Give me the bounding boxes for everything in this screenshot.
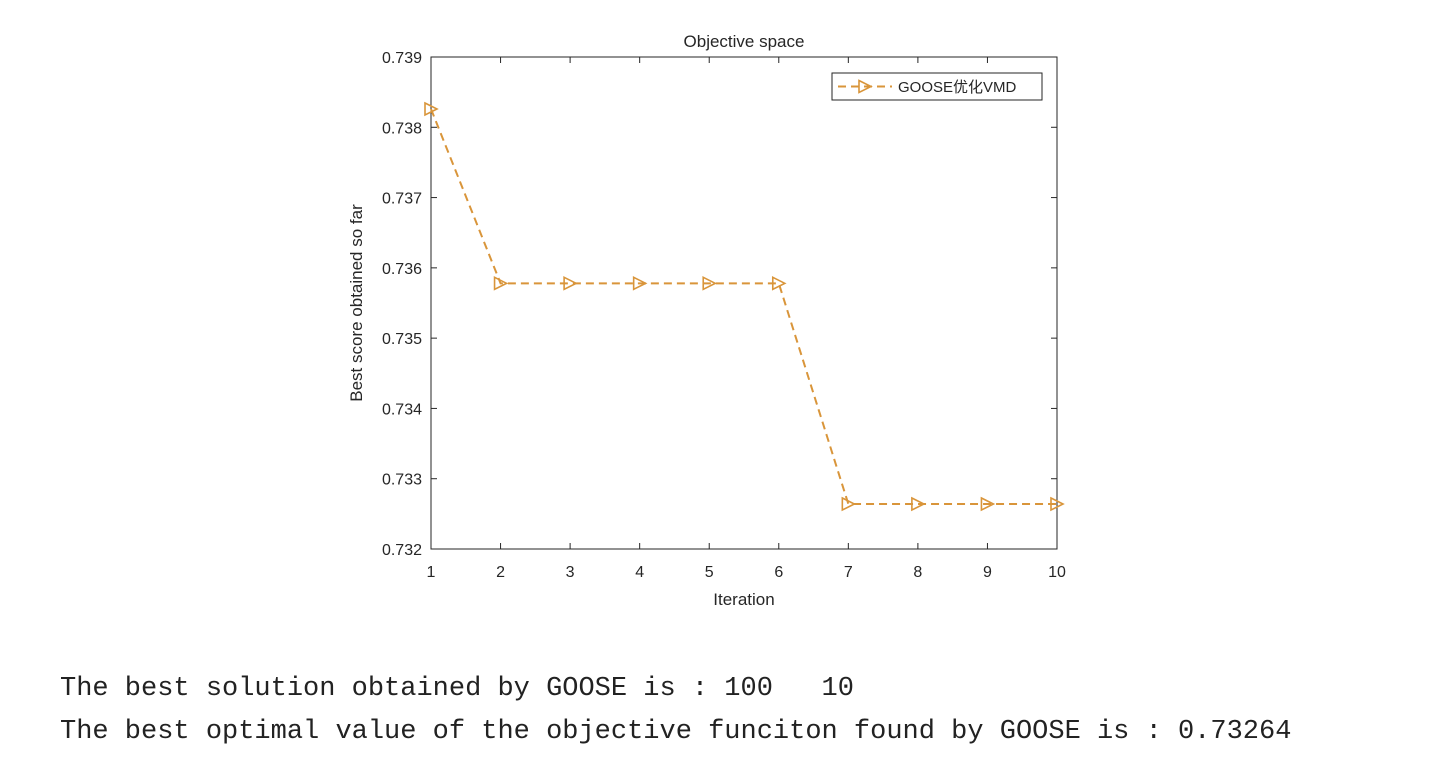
series-layer xyxy=(424,101,1065,512)
x-tick-label: 6 xyxy=(774,564,783,581)
legend: GOOSE优化VMD xyxy=(831,72,1043,101)
data-point xyxy=(424,101,439,117)
data-point xyxy=(980,496,996,512)
x-tick-label: 9 xyxy=(983,564,992,581)
x-tick-label: 5 xyxy=(705,564,714,581)
y-tick-label: 0.736 xyxy=(382,261,422,278)
x-tick-labels: 1 2 3 4 5 6 7 8 9 10 xyxy=(427,564,1066,581)
data-point xyxy=(841,496,857,512)
y-tick-label: 0.733 xyxy=(382,472,422,489)
objective-space-chart: 1 2 3 4 5 6 7 8 9 10 0.7320.7330.7340.7350.7360.7… xyxy=(347,32,1066,609)
x-tick-label: 1 xyxy=(427,564,436,581)
data-point xyxy=(563,276,578,291)
legend-marker-triangle-icon xyxy=(858,79,873,94)
y-tick-labels: 0.732 0.733 0.734 0.735 0.736 0.737 0.738 0.739 xyxy=(382,50,422,559)
data-point xyxy=(493,276,509,291)
x-tick-label: 4 xyxy=(635,564,644,581)
y-tick-label: 0.738 xyxy=(382,120,422,137)
x-tick-label: 10 xyxy=(1048,564,1066,581)
x-tick-label: 2 xyxy=(496,564,505,581)
x-tick-label: 3 xyxy=(566,564,575,581)
y-tick-label: 0.737 xyxy=(382,191,422,208)
legend-label: GOOSE优化VMD xyxy=(898,79,1017,96)
data-point xyxy=(632,276,648,291)
x-axis-label: Iteration xyxy=(713,590,774,609)
y-tick-label: 0.735 xyxy=(382,331,422,348)
axis-ticks xyxy=(430,56,1058,550)
console-best-solution: The best solution obtained by GOOSE is :… xyxy=(60,674,854,704)
data-point xyxy=(911,496,926,512)
x-tick-label: 7 xyxy=(844,564,853,581)
data-point xyxy=(1050,496,1065,512)
x-tick-label: 8 xyxy=(913,564,922,581)
plot-area xyxy=(430,56,1058,550)
y-tick-label: 0.739 xyxy=(382,50,422,67)
data-point xyxy=(771,276,787,291)
console-best-value: The best optimal value of the objective … xyxy=(60,717,1292,747)
data-point xyxy=(702,276,718,291)
chart-title: Objective space xyxy=(684,32,805,51)
y-tick-label: 0.734 xyxy=(382,401,422,418)
series-line xyxy=(430,108,1057,506)
y-axis-label: Best score obtained so far xyxy=(347,204,366,402)
y-tick-label: 0.732 xyxy=(382,542,422,559)
